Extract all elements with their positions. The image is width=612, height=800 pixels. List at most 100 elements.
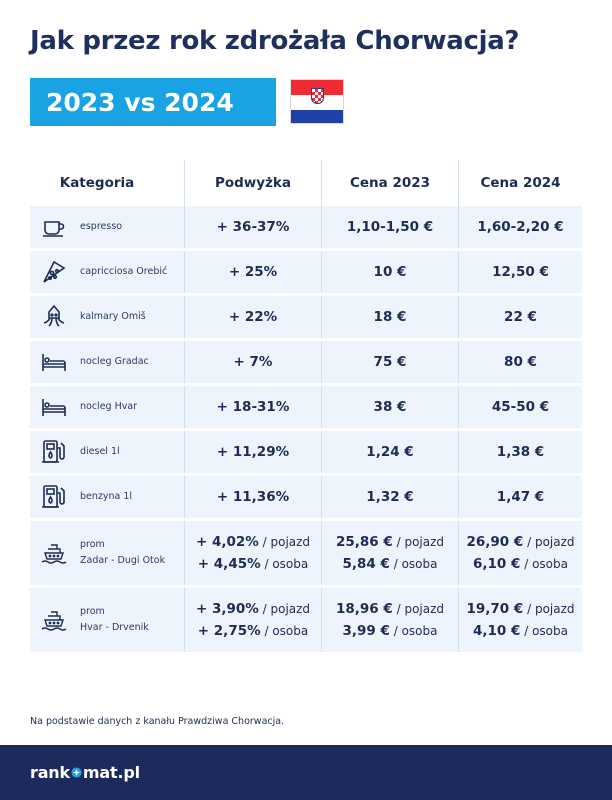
price-2024-value: 22 € xyxy=(504,309,537,325)
page-title: Jak przez rok zdrożała Chorwacja? xyxy=(30,26,520,56)
category-label: prom Hvar - Drvenik xyxy=(80,604,149,636)
increase-line: + 4,45% / osoba xyxy=(198,556,308,572)
increase-unit: / osoba xyxy=(260,624,309,638)
category-cell: nocleg Gradac xyxy=(30,341,185,383)
price-2023-cell: 1,10-1,50 € xyxy=(322,206,459,248)
bed-icon xyxy=(40,393,68,421)
column-header-price-2023: Cena 2023 xyxy=(322,160,459,206)
increase-cell: + 7% xyxy=(185,341,322,383)
rankomat-logo: rank mat.pl xyxy=(30,763,140,782)
price-2023-cell: 18,96 € / pojazd 3,99 € / osoba xyxy=(322,588,459,652)
increase-value: + 2,75% xyxy=(197,623,261,639)
price-2023-cell: 10 € xyxy=(322,251,459,293)
category-label-bottom: Hvar - Drvenik xyxy=(80,622,149,633)
increase-cell: + 3,90% / pojazd + 2,75% / osoba xyxy=(185,588,322,652)
price-2023-value: 1,32 € xyxy=(366,489,414,505)
subtitle-text: 2023 vs 2024 xyxy=(46,87,234,117)
price-2024-unit: / pojazd xyxy=(523,602,575,616)
price-2024-unit: / osoba xyxy=(520,624,568,638)
price-2023-line: 5,84 € / osoba xyxy=(343,556,438,572)
squid-icon xyxy=(40,303,68,331)
price-2024-value: 1,60-2,20 € xyxy=(477,219,564,235)
price-2024-cell: 22 € xyxy=(459,296,582,338)
price-2023-value: 18 € xyxy=(373,309,407,325)
price-2024-unit: / osoba xyxy=(520,557,568,571)
ferry-icon xyxy=(40,539,68,567)
price-2024-line: 26,90 € / pojazd xyxy=(466,534,574,550)
increase-unit: / osoba xyxy=(260,557,309,571)
increase-cell: + 4,02% / pojazd + 4,45% / osoba xyxy=(185,521,322,585)
price-2024-cell: 45-50 € xyxy=(459,386,582,428)
increase-cell: + 11,29% xyxy=(185,431,322,473)
table-body: espresso + 36-37% 1,10-1,50 € 1,60-2,20 € ca… xyxy=(30,206,582,655)
increase-line: + 4,02% / pojazd xyxy=(196,534,310,550)
increase-value: + 7% xyxy=(233,354,273,370)
ferry-icon xyxy=(40,606,68,634)
price-2024-cell: 19,70 € / pojazd 4,10 € / osoba xyxy=(459,588,582,652)
price-2023-value: 5,84 € xyxy=(342,556,390,572)
price-2023-unit: / pojazd xyxy=(392,602,445,616)
table-row: nocleg Hvar + 18-31% 38 € 45-50 € xyxy=(30,386,582,431)
coffee-cup-icon xyxy=(40,213,68,241)
price-2024-value: 12,50 € xyxy=(492,264,549,280)
category-label: kalmary Omiš xyxy=(80,311,146,322)
price-2023-line: 18,96 € / pojazd xyxy=(336,601,444,617)
category-label: prom Zadar - Dugi Otok xyxy=(80,537,165,569)
table-row: nocleg Gradac + 7% 75 € 80 € xyxy=(30,341,582,386)
price-2023-cell: 38 € xyxy=(322,386,459,428)
price-2023-line: 25,86 € / pojazd xyxy=(336,534,444,550)
source-footnote: Na podstawie danych z kanału Prawdziwa C… xyxy=(30,716,285,727)
croatia-flag-icon xyxy=(290,79,344,124)
pizza-icon xyxy=(40,258,68,286)
price-2023-cell: 25,86 € / pojazd 5,84 € / osoba xyxy=(322,521,459,585)
price-2024-value: 19,70 € xyxy=(466,601,524,617)
table-row: kalmary Omiš + 22% 18 € 22 € xyxy=(30,296,582,341)
table-row: benzyna 1l + 11,36% 1,32 € 1,47 € xyxy=(30,476,582,521)
category-label: nocleg Gradac xyxy=(80,356,149,367)
increase-value: + 4,45% xyxy=(197,556,261,572)
category-cell: nocleg Hvar xyxy=(30,386,185,428)
price-2023-cell: 18 € xyxy=(322,296,459,338)
price-2023-value: 75 € xyxy=(373,354,407,370)
category-cell: diesel 1l xyxy=(30,431,185,473)
price-2024-value: 1,47 € xyxy=(496,489,545,505)
column-header-category: Kategoria xyxy=(30,160,185,206)
price-2024-cell: 1,38 € xyxy=(459,431,582,473)
table-row: espresso + 36-37% 1,10-1,50 € 1,60-2,20 € xyxy=(30,206,582,251)
increase-value: + 25% xyxy=(228,264,278,280)
price-2023-line: 3,99 € / osoba xyxy=(343,623,438,639)
price-2024-cell: 12,50 € xyxy=(459,251,582,293)
increase-line: + 2,75% / osoba xyxy=(198,623,308,639)
increase-cell: + 18-31% xyxy=(185,386,322,428)
logo-star-icon xyxy=(71,767,82,778)
category-label: diesel 1l xyxy=(80,446,120,457)
logo-text-right: mat.pl xyxy=(82,763,140,782)
increase-cell: + 11,36% xyxy=(185,476,322,518)
fuel-pump-icon xyxy=(40,438,68,466)
category-label: espresso xyxy=(80,221,123,232)
category-cell: benzyna 1l xyxy=(30,476,185,518)
subtitle-banner: 2023 vs 2024 xyxy=(30,78,276,126)
fuel-pump-icon xyxy=(40,483,68,511)
category-cell: prom Zadar - Dugi Otok xyxy=(30,521,185,585)
price-2024-value: 45-50 € xyxy=(491,399,550,415)
table-row: diesel 1l + 11,29% 1,24 € 1,38 € xyxy=(30,431,582,476)
increase-unit: / pojazd xyxy=(258,535,311,549)
column-header-increase: Podwyżka xyxy=(185,160,322,206)
price-2023-value: 1,24 € xyxy=(366,444,414,460)
increase-value: + 3,90% xyxy=(195,601,259,617)
increase-value: + 11,29% xyxy=(216,444,290,460)
price-2024-value: 4,10 € xyxy=(473,623,521,639)
price-2023-value: 38 € xyxy=(373,399,407,415)
price-2024-cell: 1,60-2,20 € xyxy=(459,206,582,248)
price-2023-cell: 1,24 € xyxy=(322,431,459,473)
price-2024-value: 1,38 € xyxy=(496,444,545,460)
table-header: Kategoria Podwyżka Cena 2023 Cena 2024 xyxy=(30,160,582,206)
increase-line: + 3,90% / pojazd xyxy=(196,601,310,617)
price-2024-line: 4,10 € / osoba xyxy=(473,623,568,639)
price-2023-unit: / pojazd xyxy=(392,535,445,549)
price-comparison-table: Kategoria Podwyżka Cena 2023 Cena 2024 e… xyxy=(30,160,582,655)
price-2023-value: 1,10-1,50 € xyxy=(346,219,434,235)
category-cell: espresso xyxy=(30,206,185,248)
price-2024-line: 19,70 € / pojazd xyxy=(466,601,574,617)
